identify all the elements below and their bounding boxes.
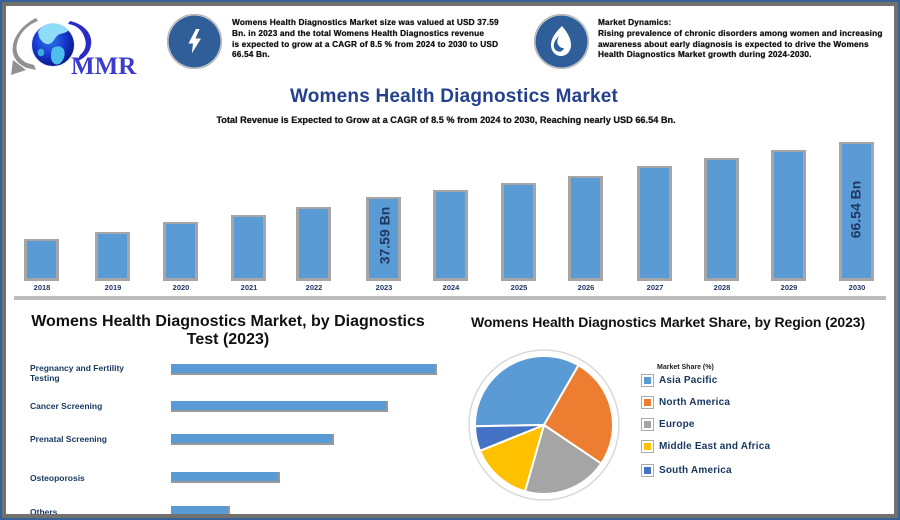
svg-text:MMR: MMR xyxy=(71,53,137,80)
